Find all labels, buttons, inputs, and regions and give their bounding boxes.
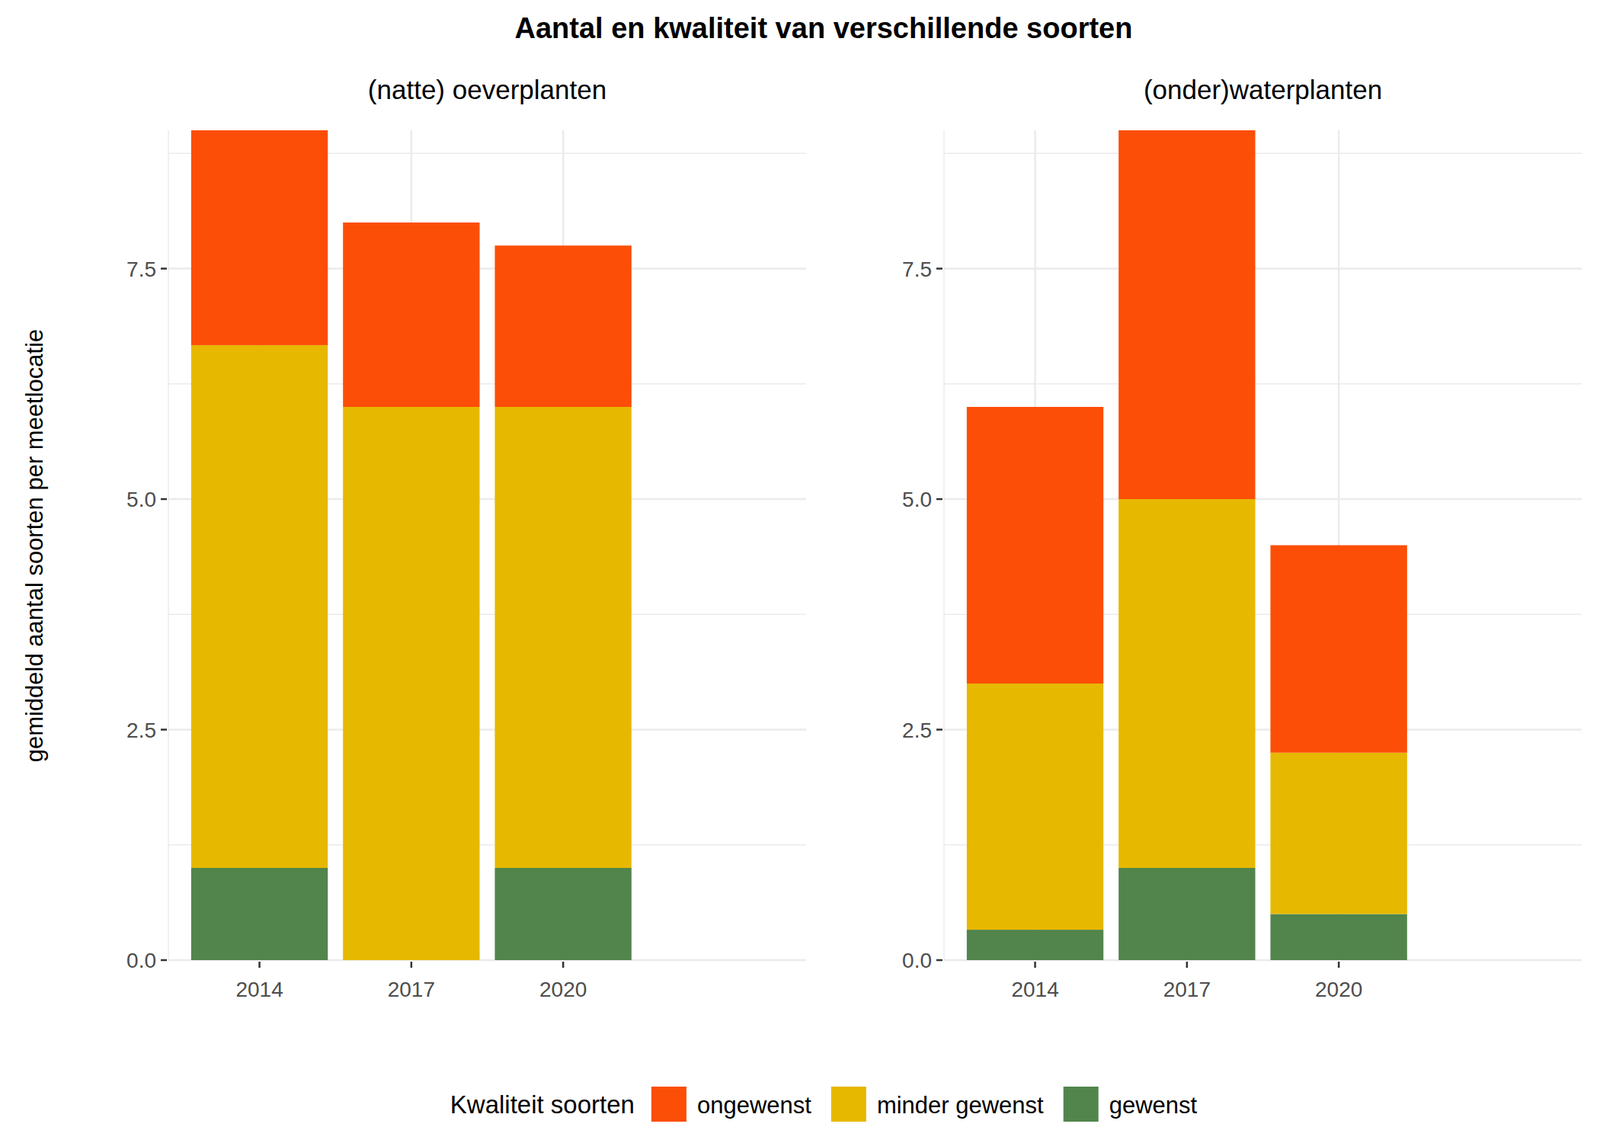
x-tick: [410, 961, 413, 968]
bar-segment: [1118, 499, 1255, 868]
bar-segment: [191, 345, 328, 868]
bar-segment: [1118, 867, 1255, 960]
bar-segment: [966, 929, 1104, 960]
x-tick: [562, 961, 565, 968]
y-tick-label: 2.5: [126, 718, 157, 743]
bars: [966, 130, 1408, 960]
legend-title: Kwaliteit soorten: [450, 1090, 635, 1119]
bar-segment: [1118, 130, 1255, 500]
x-tick-label: 2020: [1315, 977, 1363, 1002]
y-tick: [160, 498, 167, 501]
bar-segment: [191, 867, 328, 960]
minor-grid-line: [944, 153, 1582, 155]
x-tick-label: 2020: [539, 977, 587, 1002]
title: Aantal en kwaliteit van verschillende so…: [515, 12, 1133, 45]
bar-segment: [342, 406, 480, 960]
y-axis-label: gemiddeld aantal soorten per meetlocatie: [21, 329, 48, 763]
bar-segment: [966, 406, 1104, 684]
y-tick: [936, 267, 943, 270]
y-tick-label: 2.5: [902, 718, 932, 743]
y-tick-label: 7.5: [126, 257, 157, 282]
bar-segment: [1270, 914, 1407, 961]
bar-segment: [966, 683, 1104, 930]
bar-segment: [494, 867, 631, 960]
legend-label: minder gewenst: [876, 1091, 1044, 1119]
panel: (onder)waterplanten 0.0 2.5 5.0 7.5 2014 2017 2…: [902, 74, 1582, 1002]
x-tick-label: 2014: [235, 977, 283, 1002]
legend-swatch: [651, 1086, 687, 1122]
y-tick-label: 0.0: [126, 948, 157, 973]
y-tick-label: 5.0: [902, 487, 932, 512]
x-tick-label: 2017: [1163, 977, 1211, 1002]
legend: Kwaliteit soorten ongewenst minder gewenst…: [450, 1086, 1198, 1122]
grid-line: [944, 267, 1582, 270]
y-tick: [160, 728, 167, 731]
legend-swatch: [831, 1086, 867, 1122]
x-tick: [1337, 961, 1341, 968]
y-axis-line: [943, 130, 945, 960]
background: [0, 0, 1600, 1143]
y-tick: [160, 267, 167, 270]
y-tick-label: 0.0: [902, 948, 932, 973]
panel-title: (natte) oeverplanten: [368, 74, 607, 105]
bar-segment: [342, 222, 480, 407]
legend-label: ongewenst: [697, 1091, 812, 1119]
bars: [191, 130, 632, 960]
y-tick-label: 5.0: [126, 487, 157, 512]
bar-segment: [494, 245, 631, 407]
y-tick: [936, 959, 943, 962]
y-tick: [936, 498, 943, 501]
y-tick: [936, 728, 943, 731]
bar-segment: [1270, 545, 1407, 753]
y-tick: [160, 959, 167, 962]
panel: (natte) oeverplanten 0.0 2.5 5.0 7.5 2014 2017…: [126, 74, 807, 1002]
x-tick-label: 2014: [1011, 977, 1059, 1002]
bar-segment: [191, 130, 328, 346]
bar-segment: [494, 406, 631, 868]
bar-segment: [1270, 752, 1407, 915]
x-tick-label: 2017: [387, 977, 436, 1002]
legend-label: gewenst: [1109, 1091, 1198, 1119]
panel-title: (onder)waterplanten: [1143, 74, 1383, 105]
x-tick: [258, 961, 261, 968]
x-tick: [1186, 961, 1189, 968]
x-tick: [1033, 961, 1037, 968]
y-tick-label: 7.5: [902, 257, 932, 282]
minor-grid-line: [944, 383, 1582, 385]
legend-swatch: [1063, 1086, 1099, 1122]
y-axis-line: [167, 130, 170, 960]
figure: Aantal en kwaliteit van verschillende so…: [0, 0, 1600, 1143]
